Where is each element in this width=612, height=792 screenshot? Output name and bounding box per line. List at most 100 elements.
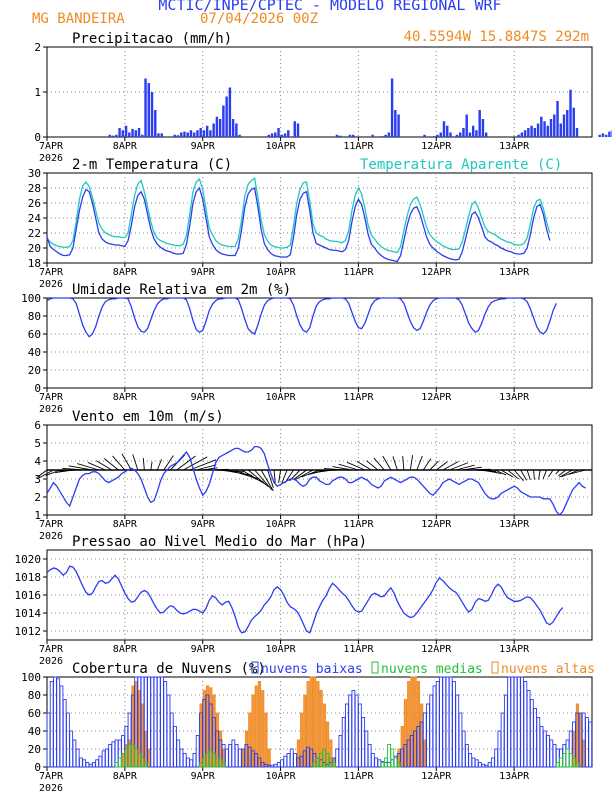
x-tick-label: 12APR — [421, 519, 452, 530]
y-tick-label: 1012 — [15, 625, 42, 638]
cloud-low-bar — [179, 748, 184, 768]
cloud-mid-bar — [390, 748, 395, 768]
precip-bar — [569, 89, 572, 137]
y-tick-label: 18 — [28, 257, 41, 270]
wind-arrow — [176, 455, 196, 471]
wind-arrow — [241, 469, 267, 486]
cloud-low-bar — [458, 712, 463, 768]
x-tick-label: 13APR — [499, 141, 530, 152]
cloud-low-bar — [75, 748, 80, 768]
x-tick-label: 8APR — [113, 267, 138, 278]
y-tick-label: 1 — [34, 509, 41, 522]
y-tick-label: 1016 — [15, 589, 42, 602]
x-tick-label: 13APR — [499, 267, 530, 278]
cloud-low-bar — [490, 757, 495, 768]
precip-bar — [205, 125, 209, 137]
cloud-low-bar — [280, 759, 284, 768]
precip-bar — [218, 119, 222, 137]
cloud-high-bar — [267, 748, 271, 768]
wind-arrow — [366, 460, 379, 471]
pressure-line — [46, 565, 564, 634]
cloud-high-bar — [329, 739, 333, 768]
precip-bar — [154, 110, 157, 137]
cloud-high-bar — [303, 694, 307, 768]
wind-arrow — [121, 453, 132, 471]
wind-arrow — [538, 469, 541, 480]
cloud-legend-label: nuvens altas — [501, 662, 595, 677]
cloud-low-bar — [361, 717, 366, 768]
cloud-legend-label: nuvens baixas — [261, 662, 363, 677]
wind-arrow — [260, 469, 274, 492]
y-tick-label: 2 — [34, 41, 41, 54]
x-tick-label: 9APR — [191, 771, 216, 782]
cloud-low-bar — [234, 744, 239, 768]
x-tick-label: 10APR — [266, 771, 297, 782]
precip-bar — [478, 110, 481, 137]
x-tick-label: 8APR — [113, 392, 138, 403]
cloud-low-bar — [59, 685, 64, 768]
wind-arrow — [409, 455, 414, 471]
y-tick-label: 0 — [34, 382, 41, 395]
precip-bar — [293, 121, 296, 137]
cloud-high-bar — [257, 681, 262, 768]
precip-bar — [394, 110, 397, 137]
precip-bar — [225, 96, 228, 137]
y-tick-label: 6 — [34, 419, 41, 432]
precip-bar — [465, 114, 468, 137]
station-coords: 40.5594W 15.8847S 292m — [404, 29, 589, 45]
x-tick-label: 11APR — [343, 644, 374, 655]
x-tick-label: 11APR — [343, 771, 374, 782]
apparent-temp-title: Temperatura Aparente (C) — [360, 157, 562, 173]
cloud-low-bar — [478, 762, 482, 768]
humidity-line — [46, 297, 557, 338]
precip-bar — [124, 125, 128, 137]
wind-arrow — [416, 455, 423, 471]
cloud-high-bar — [400, 726, 404, 768]
cloud-low-bar — [494, 748, 499, 768]
cloud-low-bar — [426, 703, 430, 768]
cloud-low-bar — [448, 676, 453, 768]
main-title: MCTIC/INPE/CPTEC - MODELO REGIONAL WRF — [158, 0, 501, 14]
x-tick-label: 12APR — [421, 771, 452, 782]
cloud-low-bar — [533, 708, 537, 768]
y-tick-label: 100 — [21, 671, 41, 684]
cloud-low-bar — [526, 690, 531, 768]
x-tick-label: 11APR — [343, 392, 374, 403]
precip-bar — [180, 132, 183, 137]
wind-arrow — [436, 461, 448, 471]
cloud-low-bar — [273, 763, 278, 768]
cloud-high-bar — [218, 730, 223, 768]
cloud-low-bar — [166, 694, 171, 768]
x-tick-label: 8APR — [113, 644, 138, 655]
wind-arrow — [87, 462, 106, 471]
y-tick-label: 24 — [28, 212, 42, 225]
precip-bar — [335, 134, 339, 137]
cloud-high-bar — [199, 703, 203, 768]
cloud-low-bar — [546, 735, 550, 768]
cloud-low-bar — [192, 753, 197, 768]
cloud-high-bar — [309, 676, 313, 768]
wind-arrow — [132, 454, 139, 471]
y-tick-label: 1014 — [15, 607, 42, 620]
cloud-low-bar — [348, 694, 353, 768]
y-tick-label: 20 — [28, 364, 41, 377]
cloud-high-bar — [319, 690, 323, 768]
precip-bar — [134, 130, 138, 137]
x-tick-label: 11APR — [343, 141, 374, 152]
wind-arrow — [267, 469, 274, 488]
cloud-low-bar — [523, 681, 528, 768]
cloud-high-bar — [407, 681, 411, 768]
cloud-low-bar — [293, 753, 297, 768]
precip-bar — [238, 134, 241, 137]
cloud-high-bar — [141, 703, 145, 768]
cloud-low-bar — [88, 763, 93, 768]
wind-arrow — [520, 469, 528, 481]
precip-bar — [390, 78, 394, 137]
x-tick-label: 10APR — [266, 644, 297, 655]
cloud-low-bar — [435, 681, 440, 768]
cloud-low-bar — [237, 748, 242, 768]
precip-bar — [157, 133, 160, 137]
precip-bar — [530, 125, 533, 137]
cloud-high-bar — [222, 748, 226, 768]
wind-arrow — [373, 457, 385, 471]
